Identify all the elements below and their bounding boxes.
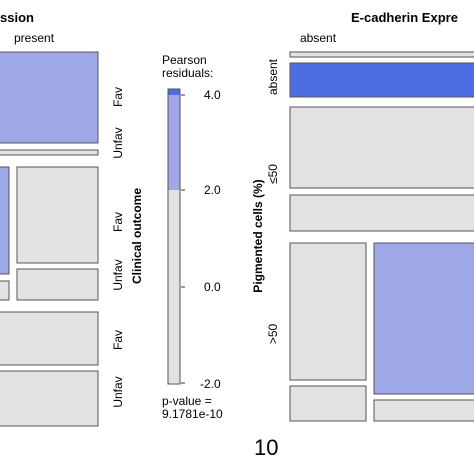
right-tile-4 — [289, 194, 474, 232]
page-number: 10 — [254, 435, 278, 460]
right-row-labels: absent ≤50 >50 — [266, 58, 280, 344]
right-tile-8 — [373, 399, 474, 422]
legend-bar-positive — [168, 89, 180, 190]
right-tile-7 — [289, 385, 367, 422]
row-label-unfav-3: Unfav — [111, 376, 125, 407]
left-column-label: present — [14, 31, 55, 45]
row-label-unfav-1: Unfav — [111, 127, 125, 158]
legend-bar-strong — [168, 89, 180, 95]
left-tile-2 — [0, 149, 99, 156]
row-label-gt50: >50 — [266, 323, 280, 344]
legend-title-line2: residuals: — [162, 66, 213, 80]
row-label-unfav-2: Unfav — [111, 259, 125, 290]
left-tile-1 — [0, 51, 99, 144]
legend-bar-neutral — [168, 190, 180, 384]
p-value-label: p-value = — [162, 394, 212, 408]
right-tile-5 — [289, 242, 367, 381]
legend-tick-label-3: 0.0 — [204, 280, 221, 294]
left-tile-8 — [0, 370, 99, 427]
right-panel-title: E-cadherin Expre — [351, 10, 458, 25]
legend-bar-outline — [167, 88, 181, 385]
row-label-fav-3: Fav — [111, 330, 125, 350]
left-tile-3 — [0, 166, 10, 275]
residual-legend: Pearson residuals: 4.0 2.0 0.0 -2.0 p-va… — [162, 53, 223, 421]
left-mosaic — [0, 51, 99, 427]
left-tile-5 — [0, 280, 10, 301]
pigmented-cells-axis-label: Pigmented cells (%) — [251, 179, 265, 292]
left-tile-6 — [16, 268, 99, 301]
right-column-label: absent — [300, 31, 337, 45]
row-label-fav-2: Fav — [111, 212, 125, 232]
left-panel-title: ssion — [0, 10, 34, 25]
left-tile-4 — [16, 166, 99, 264]
right-tile-3 — [289, 106, 474, 189]
row-label-le50: ≤50 — [266, 164, 280, 184]
left-row-labels: Fav Unfav Fav Unfav Fav Unfav — [111, 87, 125, 408]
p-value-number: 9.1781e-10 — [162, 407, 223, 421]
left-tile-7 — [0, 311, 99, 366]
legend-tick-label-4: -2.0 — [200, 377, 221, 391]
legend-tick-label-2: 2.0 — [204, 183, 221, 197]
row-label-fav-1: Fav — [111, 87, 125, 107]
right-tile-1 — [289, 51, 474, 58]
right-tile-2 — [289, 62, 474, 98]
legend-title-line1: Pearson — [162, 53, 207, 67]
legend-tick-label-1: 4.0 — [204, 88, 221, 102]
right-mosaic — [289, 51, 474, 422]
clinical-outcome-axis-label: Clinical outcome — [130, 188, 144, 284]
right-tile-6 — [373, 242, 474, 395]
row-label-absent: absent — [266, 58, 280, 95]
